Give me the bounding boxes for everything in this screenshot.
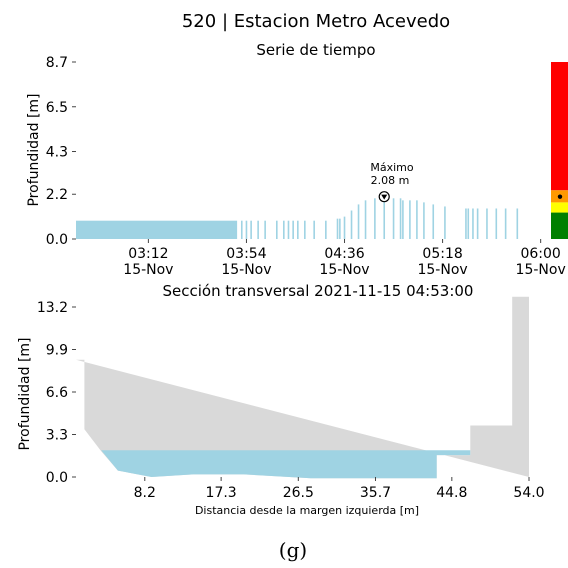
time-series-bar <box>325 220 327 239</box>
time-series-bar <box>416 200 418 239</box>
time-series-bar <box>409 200 411 239</box>
alert-level-green <box>551 212 568 239</box>
time-series-bar <box>276 220 278 239</box>
time-series-bar <box>516 208 519 239</box>
x-tick-date-label: 15-Nov <box>123 262 173 278</box>
alert-level-yellow <box>551 202 568 213</box>
y-tick-label: 6.6 <box>46 385 68 401</box>
time-series-bar <box>467 208 470 239</box>
time-series-bar <box>339 218 341 239</box>
time-series-bar <box>250 220 252 239</box>
time-series-y-ticks: 0.0 2.2 4.3 6.5 8.7 <box>46 55 76 248</box>
time-series-bar <box>495 208 498 239</box>
x-tick-label: 26.5 <box>283 485 314 501</box>
time-series-bar <box>313 220 315 239</box>
time-series-bar <box>364 200 367 239</box>
x-tick-label: 54.0 <box>513 485 544 501</box>
time-series-bar <box>283 220 285 239</box>
figure-caption: (g) <box>279 538 307 562</box>
max-marker-arrow-icon <box>381 194 388 200</box>
cross-section-y-ticks: 0.0 3.3 6.6 9.9 13.2 <box>37 300 76 486</box>
time-series-bar <box>402 200 404 239</box>
y-tick-label: 0.0 <box>46 470 68 486</box>
time-series-bar <box>240 220 243 239</box>
figure-title: 520 | Estacion Metro Acevedo <box>182 11 450 32</box>
x-tick-date-label: 15-Nov <box>221 262 271 278</box>
max-annotation: Máximo 2.08 m <box>370 161 414 203</box>
time-series-bar <box>432 204 435 239</box>
x-tick-time-label: 04:36 <box>324 246 364 262</box>
time-series-bar <box>383 196 386 239</box>
time-series-bar <box>336 218 339 239</box>
max-annotation-label: Máximo <box>370 161 414 174</box>
time-series-bar <box>357 204 360 239</box>
y-tick-label: 6.5 <box>46 100 68 116</box>
time-series-bar <box>486 208 488 239</box>
x-tick-label: 35.7 <box>360 485 391 501</box>
cross-section-x-axis-title: Distancia desde la margen izquierda [m] <box>195 504 419 517</box>
cross-section-panel: 0.0 3.3 6.6 9.9 13.2 8.2 17.3 26.5 35.7 44.8 54.0… <box>17 296 545 517</box>
cross-section-ground <box>76 296 529 479</box>
time-series-bar <box>423 202 425 239</box>
chart-title-time-series: Serie de tiempo <box>256 41 375 59</box>
x-tick-date-label: 15-Nov <box>516 262 566 278</box>
current-level-dot-icon <box>557 194 563 199</box>
max-annotation-value: 2.08 m <box>371 174 410 187</box>
x-tick-label: 44.8 <box>436 485 467 501</box>
y-tick-label: 8.7 <box>46 55 68 71</box>
time-series-bar <box>350 210 353 239</box>
time-series-bar <box>504 208 507 239</box>
alert-level-bar <box>551 62 568 239</box>
cross-section-y-axis-title: Profundidad [m] <box>17 337 33 450</box>
time-series-bar <box>245 220 248 239</box>
cross-section-x-ticks: 8.2 17.3 26.5 35.7 44.8 54.0 <box>134 477 545 501</box>
time-series-bar <box>444 206 446 239</box>
time-series-bar <box>287 220 290 239</box>
x-tick-label: 8.2 <box>134 485 156 501</box>
chart-title-cross-section: Sección transversal 2021-11-15 04:53:00 <box>163 282 474 300</box>
x-tick-time-label: 03:12 <box>128 246 168 262</box>
y-tick-label: 4.3 <box>46 145 68 161</box>
time-series-bar <box>374 198 376 239</box>
time-series-block-bar <box>76 220 238 239</box>
time-series-bar <box>476 208 479 239</box>
x-tick-time-label: 03:54 <box>226 246 266 262</box>
x-tick-time-label: 05:18 <box>422 246 462 262</box>
x-tick-label: 17.3 <box>206 485 237 501</box>
alert-level-red <box>551 62 568 191</box>
y-tick-label: 9.9 <box>46 343 68 359</box>
y-tick-label: 0.0 <box>46 232 68 248</box>
cross-section-water <box>101 450 471 479</box>
time-series-bar <box>297 220 299 239</box>
time-series-bar <box>343 216 346 239</box>
y-tick-label: 2.2 <box>46 187 68 203</box>
x-tick-date-label: 15-Nov <box>417 262 467 278</box>
time-series-x-ticks: 03:1215-Nov03:5415-Nov04:3615-Nov05:1815… <box>123 239 566 278</box>
time-series-bar <box>304 220 306 239</box>
time-series-bar <box>257 220 259 239</box>
x-tick-date-label: 15-Nov <box>319 262 369 278</box>
x-tick-time-label: 06:00 <box>520 246 560 262</box>
y-tick-label: 13.2 <box>37 300 68 316</box>
y-tick-label: 3.3 <box>46 428 68 444</box>
time-series-bar <box>264 220 266 239</box>
time-series-panel: 0.02.24.36.58.7 03:1215-Nov03:5415-Nov04… <box>26 55 568 278</box>
time-series-y-axis-title: Profundidad [m] <box>26 93 42 206</box>
time-series-bar <box>392 198 395 239</box>
time-series-bar <box>399 198 402 239</box>
time-series-bars <box>240 196 519 239</box>
time-series-bar <box>292 220 294 239</box>
time-series-bar <box>465 208 467 239</box>
time-series-bar <box>472 208 474 239</box>
